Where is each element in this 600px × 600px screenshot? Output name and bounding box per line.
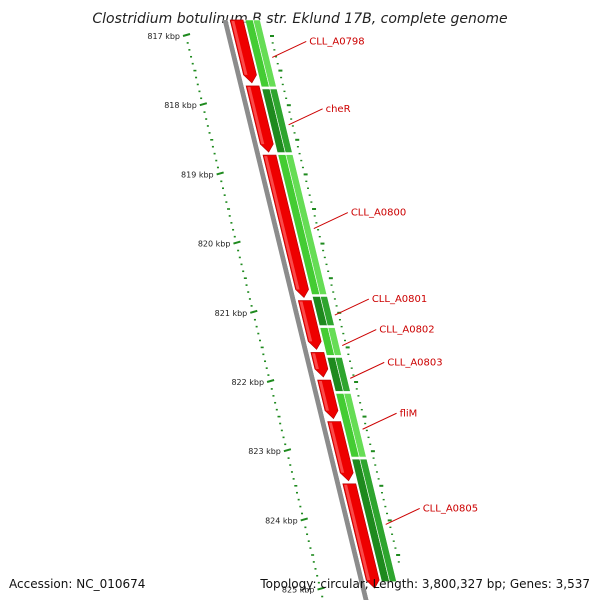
tick-label: 823 kbp [248, 447, 281, 456]
major-tick [249, 309, 258, 314]
tick-label: 822 kbp [231, 378, 264, 387]
gene-label: CLL_A0800 [351, 208, 406, 219]
forward-gene-outer [285, 154, 328, 295]
major-tick [199, 102, 208, 107]
forward-strand-track [244, 19, 397, 583]
reverse-gene-highlight [299, 301, 313, 342]
forward-gene-outer [327, 327, 342, 356]
map-title: Clostridium botulinum B str. Eklund 17B,… [92, 11, 507, 27]
gene-leader-line [313, 212, 349, 230]
reverse-gene-highlight [344, 484, 371, 581]
forward-gene-outer [359, 458, 397, 583]
gene-label: fliM [400, 408, 418, 419]
tick-label: 819 kbp [181, 170, 214, 179]
forward-gene-outer [252, 19, 277, 88]
tick-label: 820 kbp [198, 240, 231, 249]
major-tick [182, 33, 191, 37]
reverse-gene-highlight [231, 21, 248, 75]
forward-gene-outer [319, 296, 335, 326]
tick-label: 821 kbp [215, 309, 248, 318]
gene-label: cheR [326, 104, 351, 115]
gene-leader-line [350, 361, 385, 379]
genome-summary-text: Topology: circular; Length: 3,800,327 bp… [260, 577, 590, 591]
reverse-gene-highlight [264, 156, 300, 290]
backbone [222, 20, 371, 600]
gene-label: CLL_A0798 [309, 36, 364, 47]
gene-leader-line [342, 329, 377, 346]
gene-leader-line [334, 298, 370, 316]
forward-gene-outer [269, 88, 293, 153]
backbone-line [222, 20, 369, 600]
scale-ruler: 817 kbp 818 kbp 819 kbp 820 kbp 821 kbp 822 k… [147, 32, 401, 598]
gene-leader-line [272, 40, 307, 58]
gene-label: CLL_A0801 [372, 294, 427, 305]
gene-label: CLL_A0805 [423, 503, 478, 514]
major-tick [300, 517, 308, 522]
reverse-gene-highlight [328, 422, 345, 473]
major-tick [317, 586, 325, 591]
reverse-gene-highlight [312, 353, 319, 369]
gene-leader-line [288, 108, 323, 126]
major-tick [216, 171, 224, 176]
gene-label: CLL_A0803 [387, 357, 442, 368]
tick-label: 818 kbp [164, 101, 197, 110]
reverse-gene-highlight [318, 381, 329, 411]
tick-label: 817 kbp [147, 32, 180, 41]
gene-label: CLL_A0802 [379, 325, 434, 336]
gene-leader-line [362, 412, 397, 430]
major-tick [283, 448, 292, 453]
tick-label: 825 kbp [282, 586, 315, 595]
major-tick [233, 240, 241, 245]
forward-gene-outer [334, 357, 351, 392]
tick-label: 824 kbp [265, 516, 298, 525]
reverse-strand-track [229, 19, 380, 589]
accession-text: Accession: NC_010674 [9, 577, 146, 591]
reverse-gene-highlight [247, 86, 265, 145]
gene-labels: CLL_A0798 cheR CLL_A0800 CLL_A0801 CLL_A0802… [272, 36, 478, 525]
backbone-gap [227, 20, 371, 600]
major-tick [266, 379, 275, 383]
gene-leader-line [385, 507, 420, 525]
forward-gene-outer [343, 393, 367, 458]
